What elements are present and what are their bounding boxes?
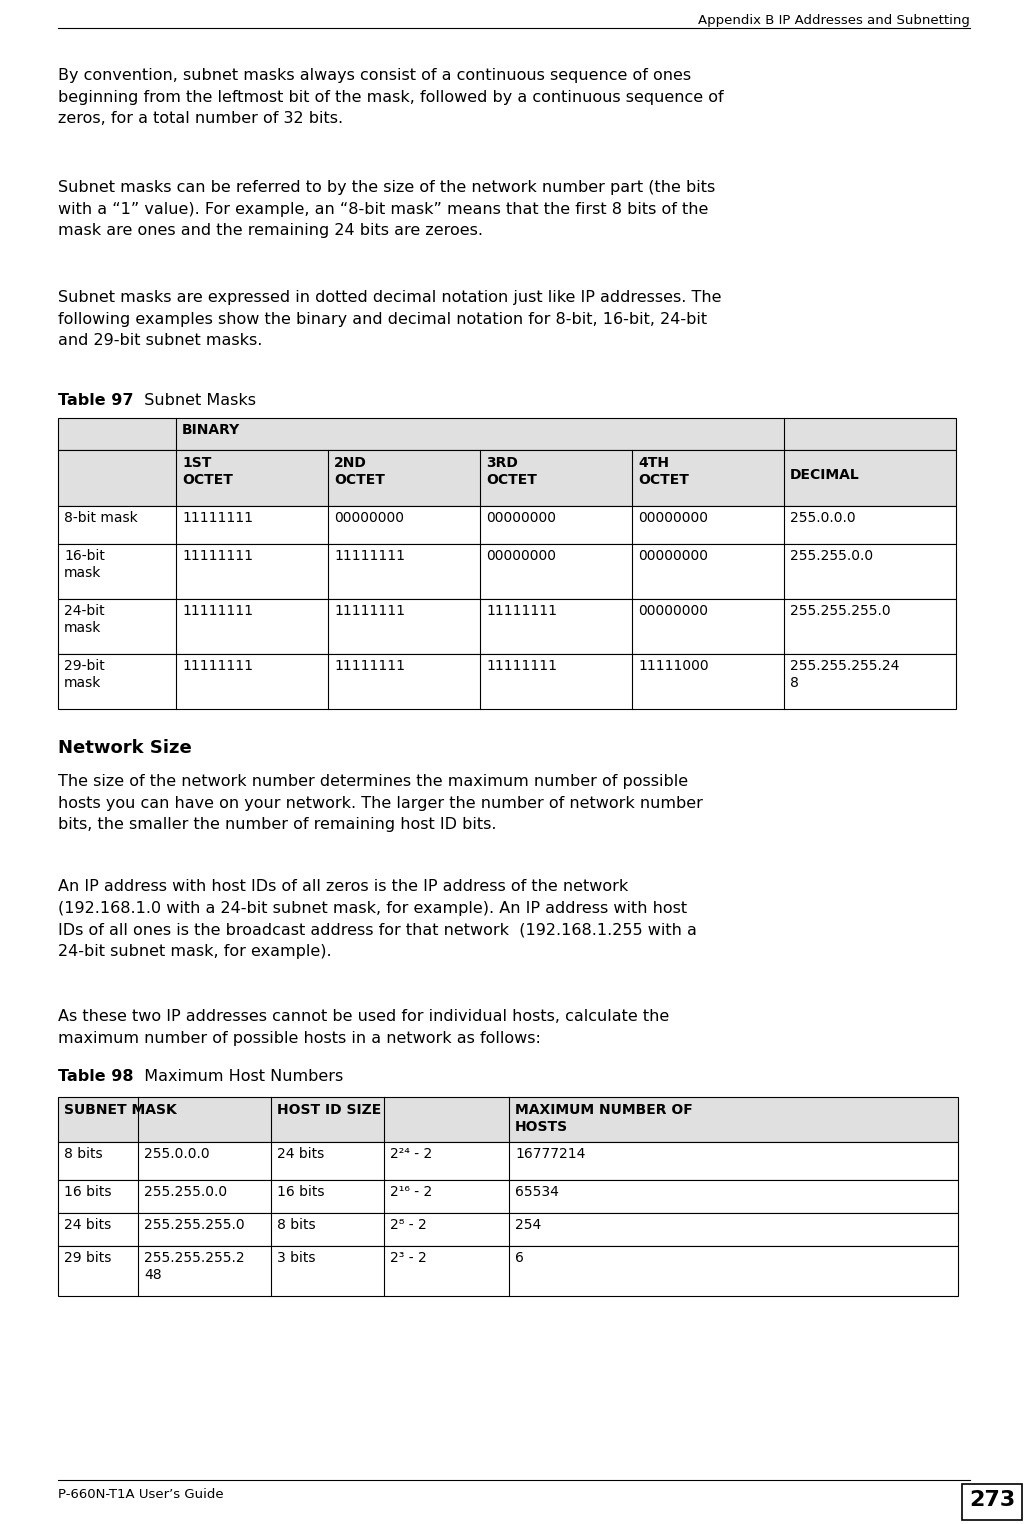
Bar <box>58 1213 958 1247</box>
Text: 254: 254 <box>515 1218 542 1231</box>
Text: 00000000: 00000000 <box>486 549 556 562</box>
Text: 00000000: 00000000 <box>334 511 404 524</box>
Text: 3 bits: 3 bits <box>277 1251 316 1265</box>
Text: 11111111: 11111111 <box>486 658 557 674</box>
Bar <box>58 450 956 506</box>
Text: 255.0.0.0: 255.0.0.0 <box>790 511 855 524</box>
Text: 2²⁴ - 2: 2²⁴ - 2 <box>390 1148 432 1161</box>
Text: 16 bits: 16 bits <box>277 1186 325 1199</box>
Text: 24 bits: 24 bits <box>277 1148 324 1161</box>
Text: 16777214: 16777214 <box>515 1148 585 1161</box>
Text: An IP address with host IDs of all zeros is the IP address of the network
(192.1: An IP address with host IDs of all zeros… <box>58 879 697 959</box>
Text: 65534: 65534 <box>515 1186 559 1199</box>
Text: Network Size: Network Size <box>58 739 192 757</box>
Text: 11111111: 11111111 <box>182 604 253 619</box>
Text: 2³ - 2: 2³ - 2 <box>390 1251 427 1265</box>
Text: 255.255.255.0: 255.255.255.0 <box>144 1218 245 1231</box>
Text: HOST ID SIZE: HOST ID SIZE <box>277 1103 381 1117</box>
Text: 11111111: 11111111 <box>334 658 405 674</box>
Text: 273: 273 <box>968 1490 1015 1510</box>
Text: 255.255.255.2
48: 255.255.255.2 48 <box>144 1251 245 1282</box>
Text: 8 bits: 8 bits <box>64 1148 103 1161</box>
Bar <box>58 506 956 544</box>
Text: 11111111: 11111111 <box>182 511 253 524</box>
Bar <box>58 1141 958 1180</box>
Text: Table 98: Table 98 <box>58 1068 134 1084</box>
Text: 4TH
OCTET: 4TH OCTET <box>638 456 689 488</box>
Text: Subnet masks can be referred to by the size of the network number part (the bits: Subnet masks can be referred to by the s… <box>58 180 715 238</box>
Text: 11111111: 11111111 <box>182 549 253 562</box>
Text: 11111111: 11111111 <box>334 604 405 619</box>
Text: 00000000: 00000000 <box>638 549 708 562</box>
Text: 11111111: 11111111 <box>486 604 557 619</box>
Bar <box>58 599 956 654</box>
Text: 11111000: 11111000 <box>638 658 708 674</box>
Text: Subnet Masks: Subnet Masks <box>134 393 256 408</box>
Text: 3RD
OCTET: 3RD OCTET <box>486 456 537 488</box>
Text: 16 bits: 16 bits <box>64 1186 111 1199</box>
Bar <box>58 1180 958 1213</box>
Bar <box>58 544 956 599</box>
Text: 255.255.255.24
8: 255.255.255.24 8 <box>790 658 900 690</box>
Bar <box>58 654 956 709</box>
Text: 255.255.0.0: 255.255.0.0 <box>790 549 873 562</box>
Text: 00000000: 00000000 <box>638 604 708 619</box>
Text: BINARY: BINARY <box>182 424 241 437</box>
Bar <box>962 1484 1022 1519</box>
Text: 29 bits: 29 bits <box>64 1251 111 1265</box>
Text: Table 97: Table 97 <box>58 393 134 408</box>
Text: The size of the network number determines the maximum number of possible
hosts y: The size of the network number determine… <box>58 774 703 832</box>
Text: By convention, subnet masks always consist of a continuous sequence of ones
begi: By convention, subnet masks always consi… <box>58 69 724 126</box>
Text: MAXIMUM NUMBER OF
HOSTS: MAXIMUM NUMBER OF HOSTS <box>515 1103 693 1134</box>
Text: 24-bit
mask: 24-bit mask <box>64 604 105 636</box>
Text: 29-bit
mask: 29-bit mask <box>64 658 105 690</box>
Text: Subnet masks are expressed in dotted decimal notation just like IP addresses. Th: Subnet masks are expressed in dotted dec… <box>58 290 722 347</box>
Text: 24 bits: 24 bits <box>64 1218 111 1231</box>
Text: 00000000: 00000000 <box>638 511 708 524</box>
Text: 6: 6 <box>515 1251 524 1265</box>
Text: P-660N-T1A User’s Guide: P-660N-T1A User’s Guide <box>58 1487 224 1501</box>
Text: 11111111: 11111111 <box>182 658 253 674</box>
Text: 255.255.0.0: 255.255.0.0 <box>144 1186 227 1199</box>
Bar <box>58 1097 958 1141</box>
Text: 8 bits: 8 bits <box>277 1218 316 1231</box>
Text: 11111111: 11111111 <box>334 549 405 562</box>
Text: 255.0.0.0: 255.0.0.0 <box>144 1148 210 1161</box>
Text: 2⁸ - 2: 2⁸ - 2 <box>390 1218 427 1231</box>
Text: As these two IP addresses cannot be used for individual hosts, calculate the
max: As these two IP addresses cannot be used… <box>58 1009 669 1045</box>
Text: Maximum Host Numbers: Maximum Host Numbers <box>134 1068 343 1084</box>
Text: 2¹⁶ - 2: 2¹⁶ - 2 <box>390 1186 432 1199</box>
Text: 16-bit
mask: 16-bit mask <box>64 549 105 581</box>
Text: DECIMAL: DECIMAL <box>790 468 859 482</box>
Text: 8-bit mask: 8-bit mask <box>64 511 138 524</box>
Bar <box>58 1247 958 1295</box>
Text: Appendix B IP Addresses and Subnetting: Appendix B IP Addresses and Subnetting <box>698 14 970 27</box>
Text: 2ND
OCTET: 2ND OCTET <box>334 456 384 488</box>
Text: 00000000: 00000000 <box>486 511 556 524</box>
Text: 255.255.255.0: 255.255.255.0 <box>790 604 890 619</box>
Bar <box>58 418 956 450</box>
Text: SUBNET MASK: SUBNET MASK <box>64 1103 177 1117</box>
Text: 1ST
OCTET: 1ST OCTET <box>182 456 233 488</box>
